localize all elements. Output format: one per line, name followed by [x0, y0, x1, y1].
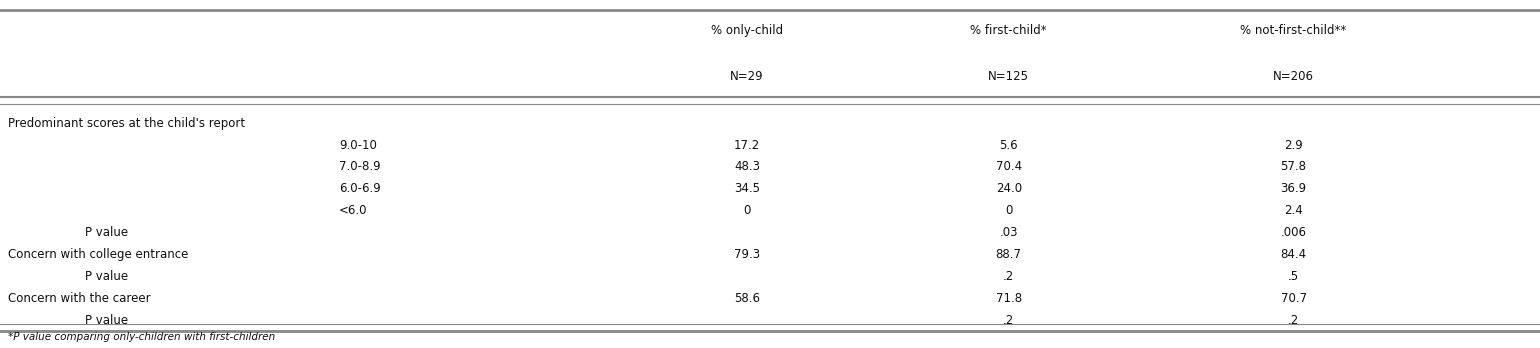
Text: 88.7: 88.7: [996, 248, 1021, 261]
Text: 0: 0: [1006, 204, 1012, 217]
Text: Predominant scores at the child's report: Predominant scores at the child's report: [8, 117, 245, 129]
Text: 34.5: 34.5: [735, 182, 759, 195]
Text: 84.4: 84.4: [1281, 248, 1306, 261]
Text: 2.9: 2.9: [1284, 139, 1303, 151]
Text: P value: P value: [85, 314, 128, 327]
Text: 70.7: 70.7: [1281, 292, 1306, 305]
Text: N=206: N=206: [1274, 70, 1314, 82]
Text: % not-first-child**: % not-first-child**: [1241, 24, 1346, 37]
Text: 36.9: 36.9: [1281, 182, 1306, 195]
Text: Concern with college entrance: Concern with college entrance: [8, 248, 188, 261]
Text: Concern with the career: Concern with the career: [8, 292, 151, 305]
Text: 7.0-8.9: 7.0-8.9: [339, 160, 380, 173]
Text: 48.3: 48.3: [735, 160, 759, 173]
Text: 24.0: 24.0: [996, 182, 1021, 195]
Text: 57.8: 57.8: [1281, 160, 1306, 173]
Text: .03: .03: [999, 226, 1018, 239]
Text: .2: .2: [1287, 314, 1300, 327]
Text: 17.2: 17.2: [733, 139, 761, 151]
Text: .2: .2: [1003, 314, 1015, 327]
Text: 58.6: 58.6: [735, 292, 759, 305]
Text: N=125: N=125: [989, 70, 1029, 82]
Text: .006: .006: [1281, 226, 1306, 239]
Text: .2: .2: [1003, 270, 1015, 283]
Text: 79.3: 79.3: [735, 248, 759, 261]
Text: % first-child*: % first-child*: [970, 24, 1047, 37]
Text: *P value comparing only-children with first-children: *P value comparing only-children with fi…: [8, 332, 276, 342]
Text: P value: P value: [85, 270, 128, 283]
Text: <6.0: <6.0: [339, 204, 368, 217]
Text: P value: P value: [85, 226, 128, 239]
Text: N=29: N=29: [730, 70, 764, 82]
Text: 5.6: 5.6: [999, 139, 1018, 151]
Text: 6.0-6.9: 6.0-6.9: [339, 182, 380, 195]
Text: 9.0-10: 9.0-10: [339, 139, 377, 151]
Text: 2.4: 2.4: [1284, 204, 1303, 217]
Text: 71.8: 71.8: [996, 292, 1021, 305]
Text: 70.4: 70.4: [996, 160, 1021, 173]
Text: % only-child: % only-child: [711, 24, 782, 37]
Text: 0: 0: [744, 204, 750, 217]
Text: .5: .5: [1287, 270, 1300, 283]
